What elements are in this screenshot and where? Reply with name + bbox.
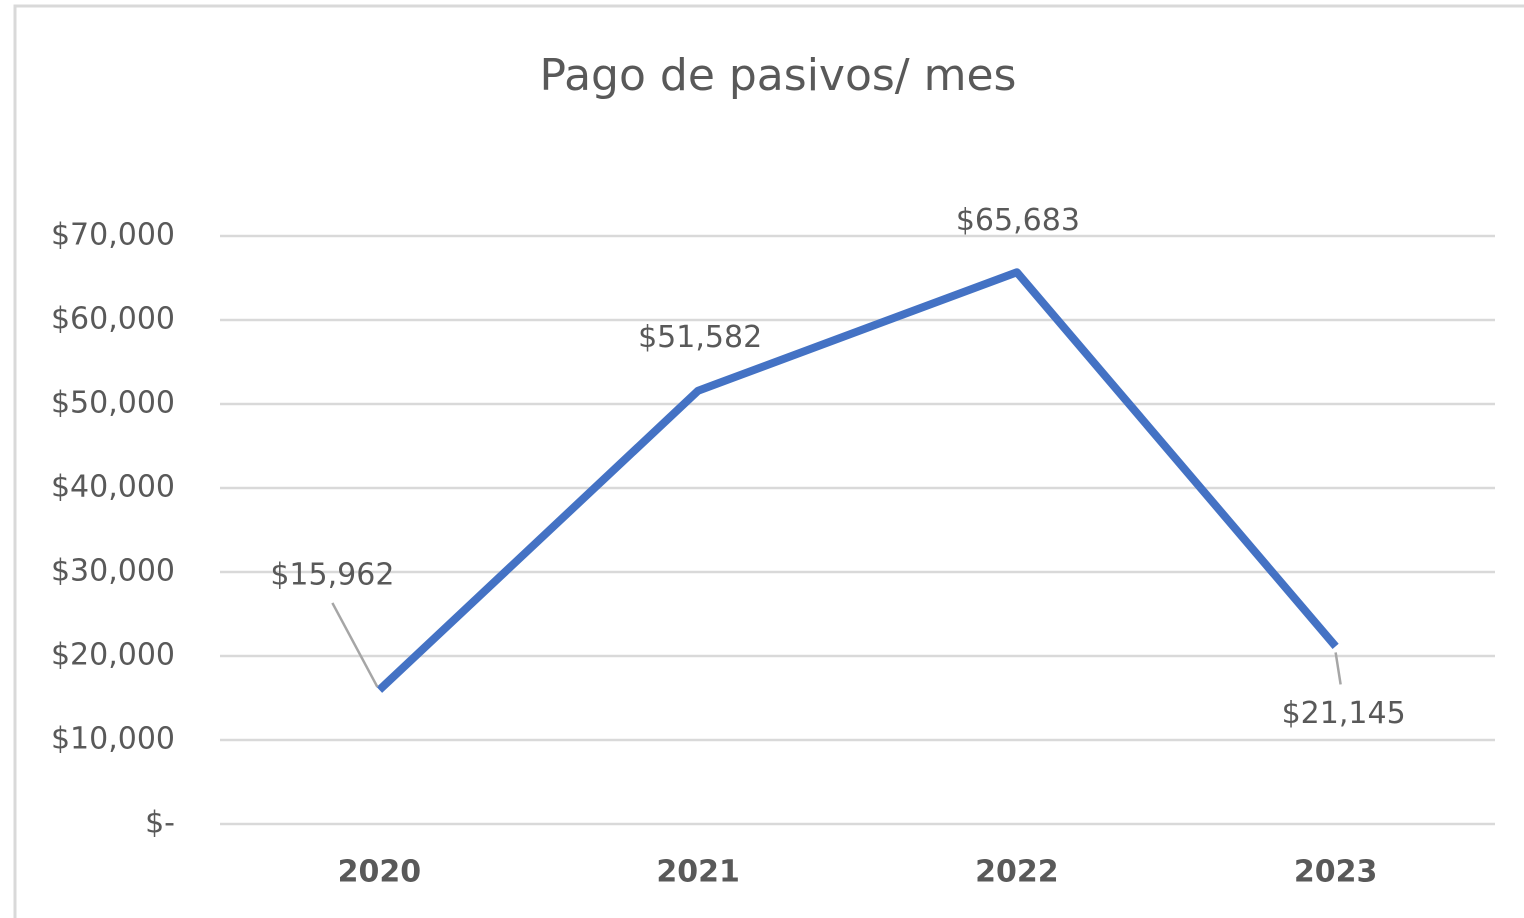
x-tick-label: 2020 (338, 855, 422, 890)
x-tick-label: 2021 (656, 855, 740, 890)
line (376, 268, 1339, 693)
y-tick-label: $40,000 (51, 470, 175, 505)
y-tick-label: $10,000 (51, 722, 175, 757)
x-tick-label: 2023 (1294, 855, 1378, 890)
data-label: $21,145 (1282, 696, 1406, 731)
data-label: $65,683 (956, 203, 1080, 238)
y-tick-label: $60,000 (51, 302, 175, 337)
y-tick-label: $50,000 (51, 386, 175, 421)
leader-line (1334, 652, 1342, 685)
y-tick-label: $30,000 (51, 554, 175, 589)
data-label: $15,962 (270, 557, 394, 592)
y-tick-label: $70,000 (51, 218, 175, 253)
chart-frame (13, 4, 1524, 918)
leader-line (331, 602, 379, 688)
data-label: $51,582 (638, 320, 762, 355)
y-tick-label: $20,000 (51, 638, 175, 673)
chart-title: Pago de pasivos/ mes (540, 50, 1017, 101)
y-tick-label: $- (145, 806, 175, 841)
x-tick-label: 2022 (975, 855, 1059, 890)
